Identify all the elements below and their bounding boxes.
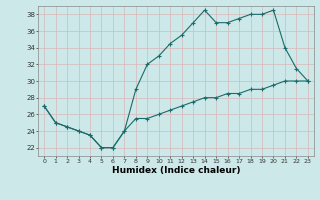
X-axis label: Humidex (Indice chaleur): Humidex (Indice chaleur): [112, 166, 240, 175]
